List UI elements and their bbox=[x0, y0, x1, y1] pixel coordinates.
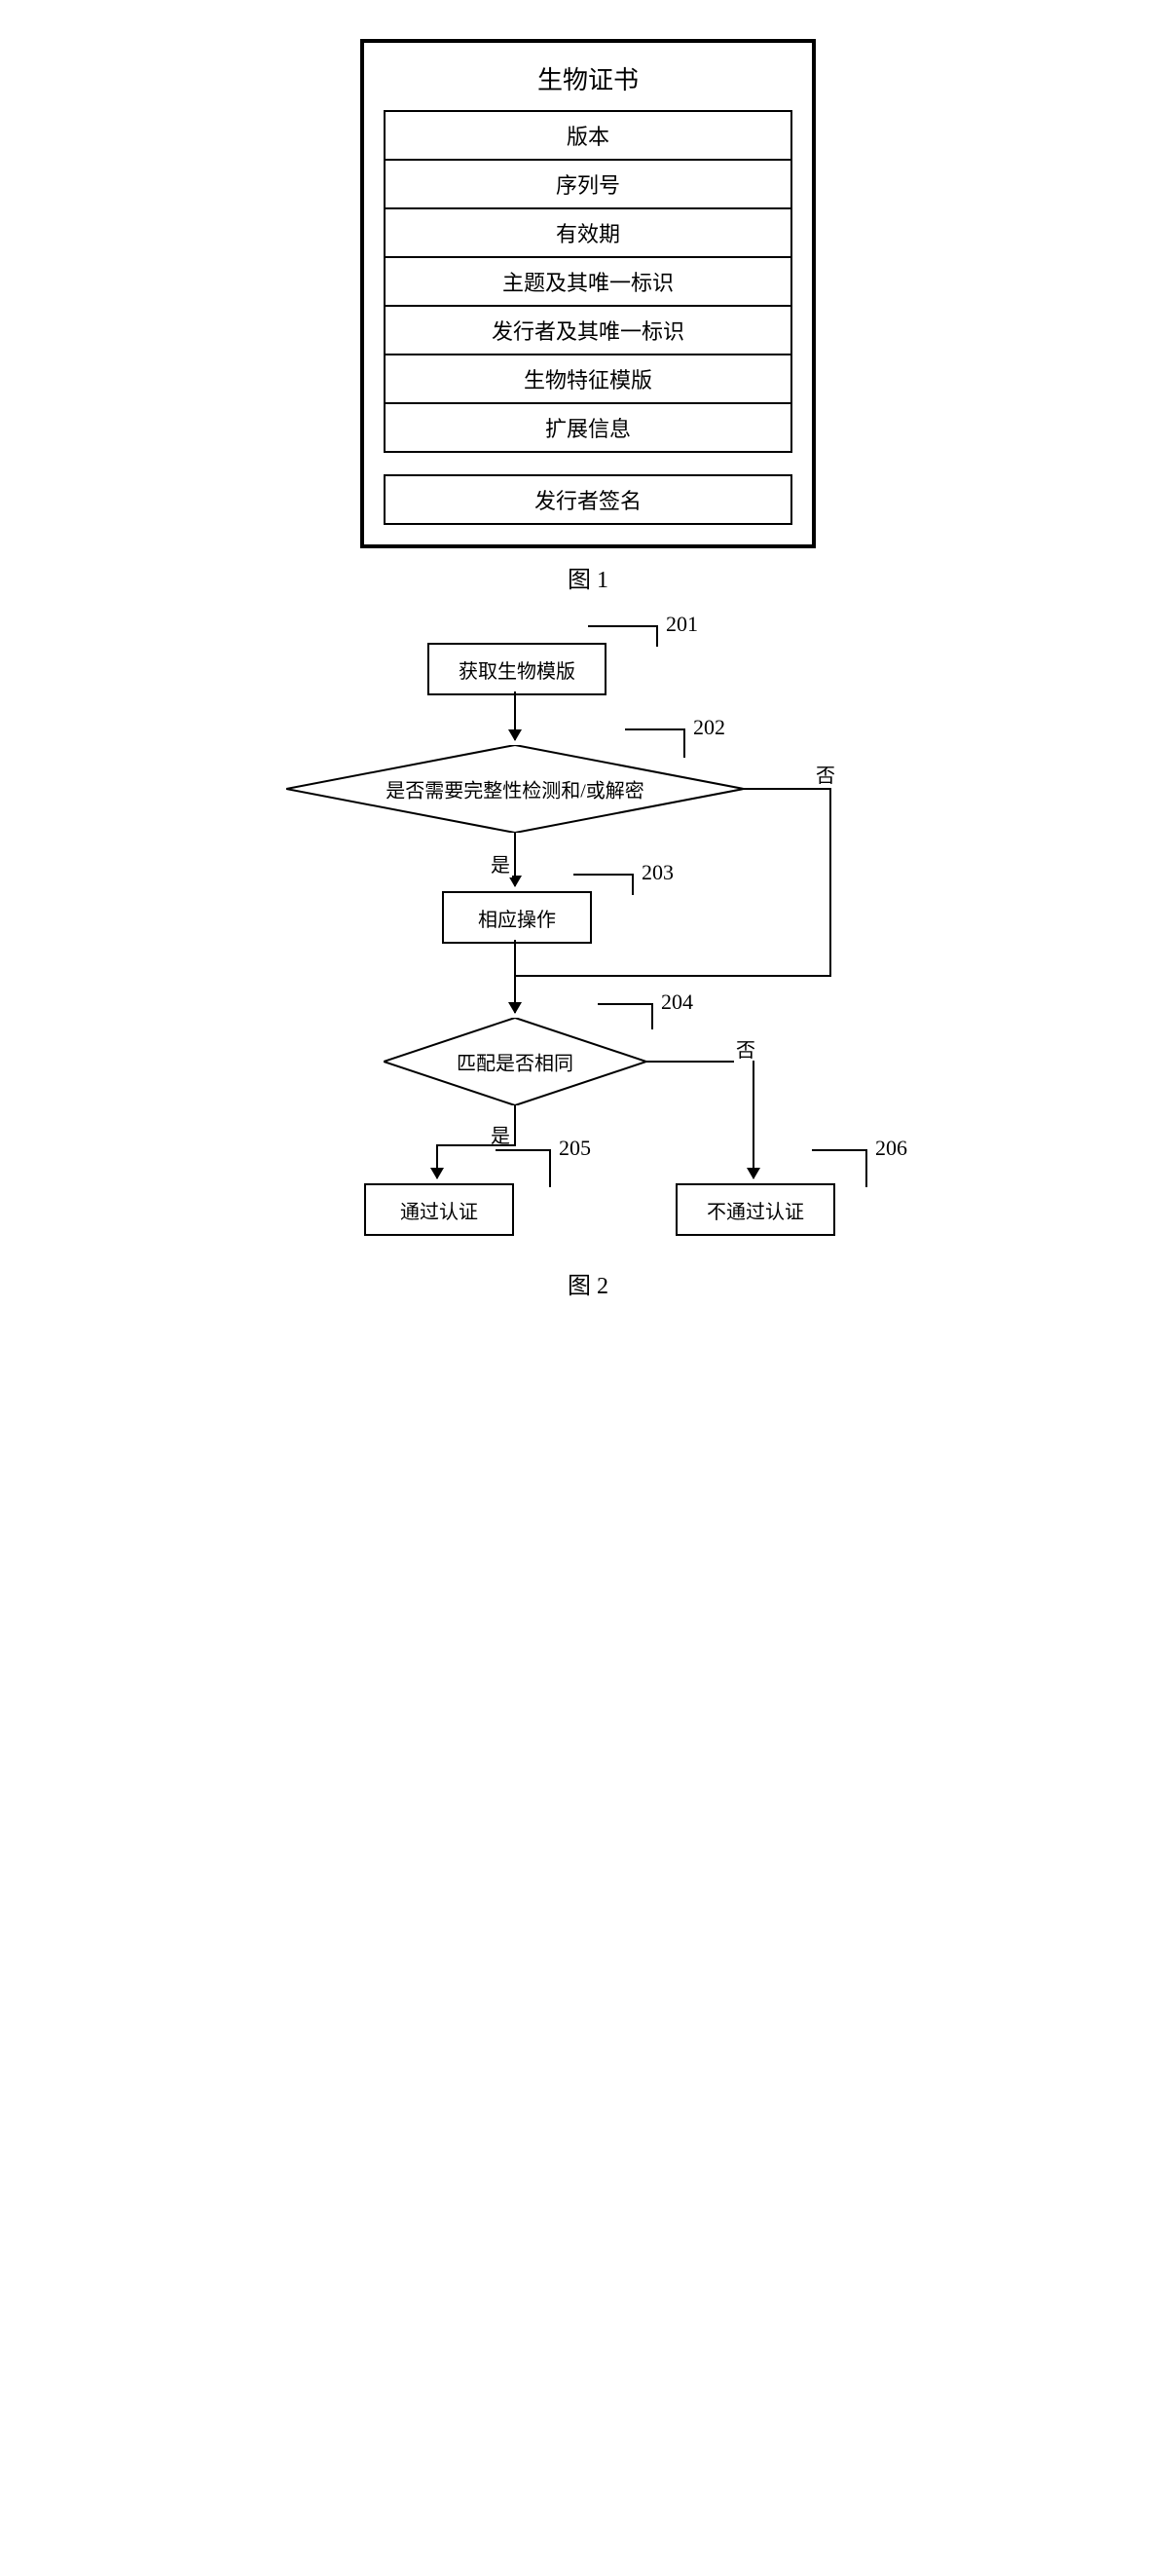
figure-1-label: 图 1 bbox=[568, 560, 608, 594]
cert-row: 版本 bbox=[384, 110, 792, 161]
line-202-no-h bbox=[744, 788, 831, 790]
cert-row: 有效期 bbox=[384, 207, 792, 258]
callout-206: 206 bbox=[875, 1136, 907, 1161]
figure-2: 获取生物模版 201 是否需要完整性检测和/或解密 202 是 否 相应操作 bbox=[247, 643, 929, 1300]
callout-line-203 bbox=[573, 874, 634, 895]
callout-line-201 bbox=[588, 625, 658, 647]
node-203: 相应操作 bbox=[442, 891, 592, 944]
arrow-202-203 bbox=[514, 833, 516, 886]
arrow-203-204 bbox=[514, 940, 516, 1013]
arrow-204-205 bbox=[436, 1144, 438, 1178]
certificate-gap bbox=[384, 453, 792, 474]
arrow-201-202 bbox=[514, 691, 516, 740]
certificate-group-2: 发行者签名 bbox=[384, 474, 792, 525]
line-202-no-v bbox=[829, 788, 831, 975]
node-204: 匹配是否相同 bbox=[384, 1018, 646, 1105]
callout-203: 203 bbox=[642, 860, 674, 885]
callout-205: 205 bbox=[559, 1136, 591, 1161]
cert-row: 发行者及其唯一标识 bbox=[384, 305, 792, 355]
callout-201: 201 bbox=[666, 612, 698, 637]
node-201-text: 获取生物模版 bbox=[459, 655, 575, 684]
edge-label-no-2: 否 bbox=[734, 1034, 757, 1063]
callout-line-206 bbox=[812, 1149, 867, 1187]
node-203-text: 相应操作 bbox=[478, 904, 556, 932]
callout-line-202 bbox=[625, 728, 685, 758]
edge-label-yes-1: 是 bbox=[489, 849, 512, 877]
cert-row: 序列号 bbox=[384, 159, 792, 209]
certificate-box: 生物证书 版本 序列号 有效期 主题及其唯一标识 发行者及其唯一标识 生物特征模… bbox=[360, 39, 816, 548]
callout-204: 204 bbox=[661, 989, 693, 1015]
cert-row: 生物特征模版 bbox=[384, 354, 792, 404]
node-201: 获取生物模版 bbox=[427, 643, 606, 695]
flowchart: 获取生物模版 201 是否需要完整性检测和/或解密 202 是 否 相应操作 bbox=[247, 643, 929, 1344]
line-204-yes-v1 bbox=[514, 1105, 516, 1144]
certificate-group-1: 版本 序列号 有效期 主题及其唯一标识 发行者及其唯一标识 生物特征模版 扩展信… bbox=[384, 110, 792, 453]
callout-line-205 bbox=[496, 1149, 551, 1187]
node-205-text: 通过认证 bbox=[400, 1196, 478, 1224]
node-206-text: 不通过认证 bbox=[707, 1196, 804, 1224]
callout-202: 202 bbox=[693, 715, 725, 740]
certificate-title: 生物证书 bbox=[384, 53, 792, 110]
arrow-204-206 bbox=[753, 1061, 754, 1178]
node-202-text: 是否需要完整性检测和/或解密 bbox=[286, 775, 744, 803]
cert-row: 扩展信息 bbox=[384, 402, 792, 453]
line-202-no-h2 bbox=[515, 975, 831, 977]
figure-1: 生物证书 版本 序列号 有效期 主题及其唯一标识 发行者及其唯一标识 生物特征模… bbox=[360, 39, 816, 594]
node-202: 是否需要完整性检测和/或解密 bbox=[286, 745, 744, 833]
cert-row: 主题及其唯一标识 bbox=[384, 256, 792, 307]
node-204-text: 匹配是否相同 bbox=[384, 1048, 646, 1076]
callout-line-204 bbox=[598, 1003, 653, 1029]
edge-label-no-1: 否 bbox=[814, 760, 837, 788]
line-204-yes-h bbox=[436, 1144, 516, 1146]
node-206: 不通过认证 bbox=[676, 1183, 835, 1236]
cert-row: 发行者签名 bbox=[384, 474, 792, 525]
node-205: 通过认证 bbox=[364, 1183, 514, 1236]
